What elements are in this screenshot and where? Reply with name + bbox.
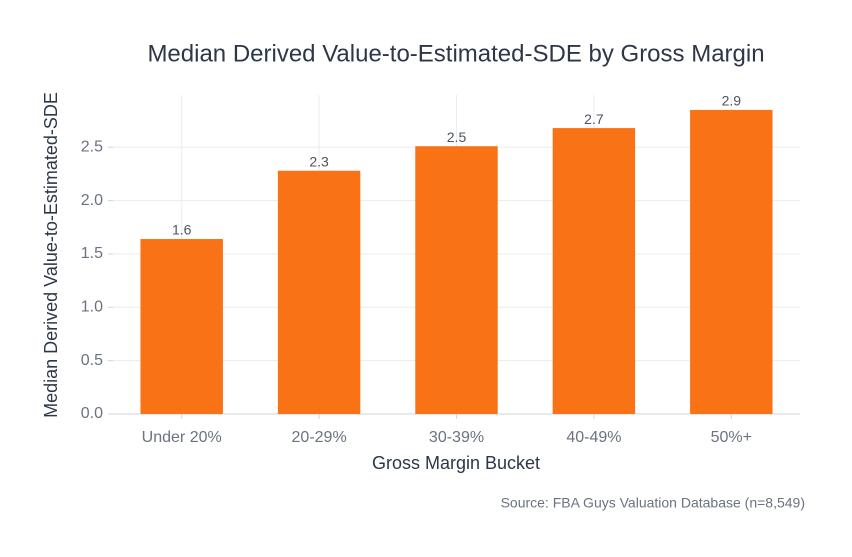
- bar: [690, 109, 773, 414]
- chart-title: Median Derived Value-to-Estimated-SDE by…: [147, 40, 764, 67]
- y-tick-label: 0.0: [81, 405, 103, 422]
- source-note: Source: FBA Guys Valuation Database (n=8…: [501, 495, 805, 511]
- x-tick-label: 40-49%: [566, 429, 621, 446]
- y-tick-label: 1.5: [81, 245, 103, 262]
- y-tick-label: 2.5: [81, 138, 103, 155]
- x-tick-label: Under 20%: [142, 429, 222, 446]
- x-axis-label: Gross Margin Bucket: [372, 453, 540, 473]
- x-tick-label: 20-29%: [292, 429, 347, 446]
- data-label: 2.7: [584, 111, 604, 127]
- bar: [552, 128, 636, 414]
- x-tick-label: 30-39%: [429, 429, 484, 446]
- data-label: 1.6: [172, 222, 192, 238]
- x-tick-label: 50%+: [711, 429, 752, 446]
- y-axis-label: Median Derived Value-to-Estimated-SDE: [41, 92, 61, 418]
- y-tick-label: 2.0: [81, 192, 103, 209]
- y-tick-label: 1.0: [81, 299, 103, 316]
- data-label: 2.5: [447, 129, 467, 145]
- bar: [140, 239, 223, 414]
- y-tick-label: 0.5: [81, 352, 103, 369]
- bar: [415, 146, 498, 415]
- data-label: 2.3: [309, 153, 329, 169]
- bar: [277, 170, 361, 414]
- data-label: 2.9: [722, 93, 742, 109]
